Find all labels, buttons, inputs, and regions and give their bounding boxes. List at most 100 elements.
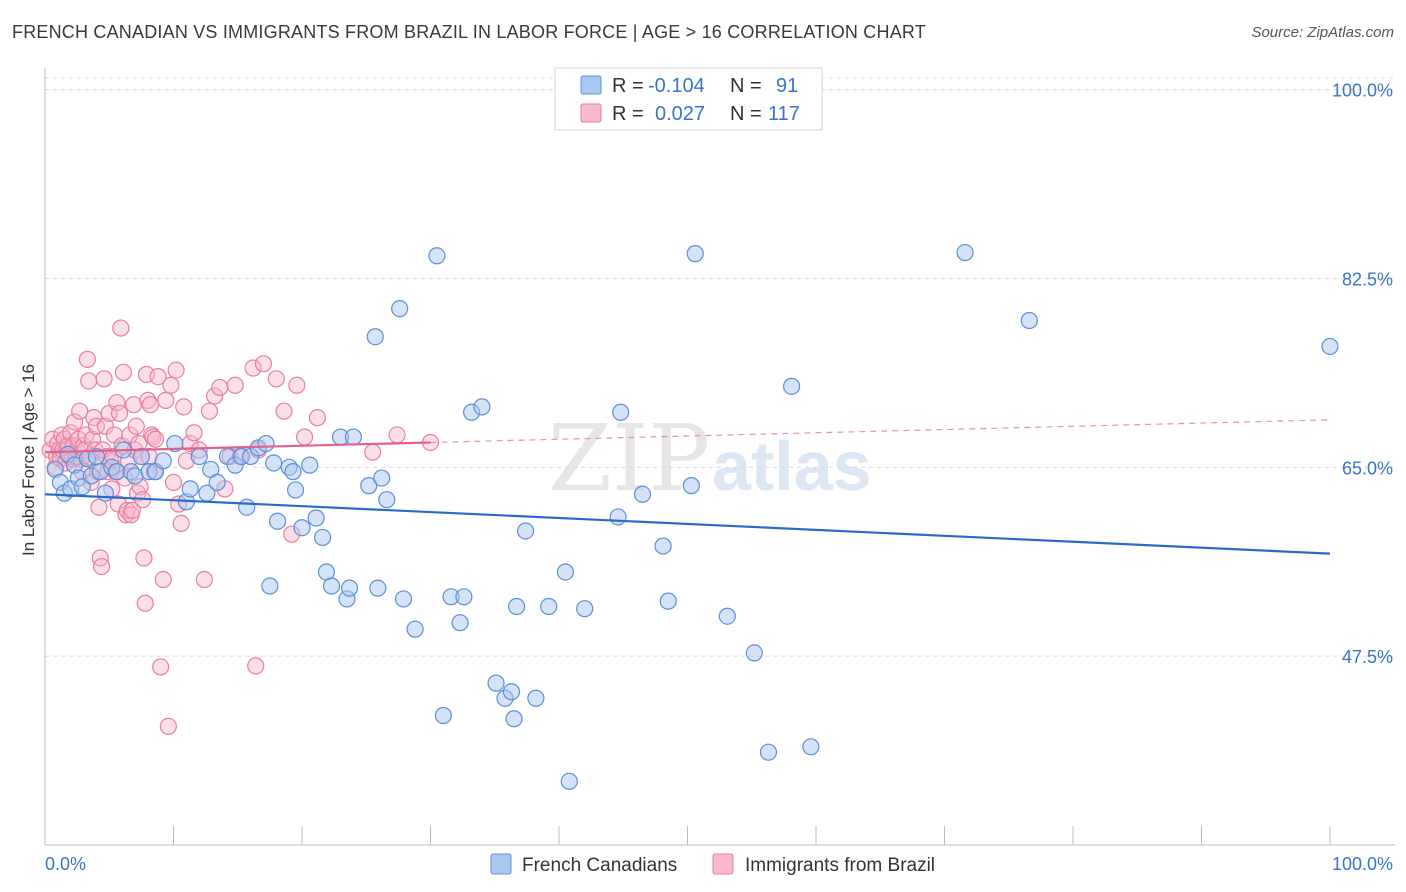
- brazil-point-96: [195, 570, 213, 589]
- brazil-point-34: [87, 417, 106, 435]
- french-canadian-trendline: [44, 493, 1331, 555]
- legend-n-label-1: N =: [730, 75, 762, 97]
- legend-bottom: French Canadians Immigrants from Brazil: [490, 853, 935, 876]
- french-canadian-point-66: [473, 398, 491, 416]
- legend-swatch-blue: [580, 75, 602, 95]
- brazil-point-85: [159, 717, 177, 735]
- brazil-point-91: [175, 398, 193, 416]
- brazil-point-105: [247, 657, 265, 675]
- brazil-point-40: [95, 370, 113, 388]
- brazil-point-50: [108, 393, 126, 412]
- brazil-point-65: [127, 417, 145, 435]
- french-canadian-point-70: [505, 710, 523, 728]
- french-canadian-point-88: [782, 377, 801, 395]
- brazil-point-41: [96, 417, 114, 435]
- legend-r-label-1: R =: [612, 75, 644, 97]
- brazil-point-107: [254, 355, 273, 373]
- brazil-point-21: [71, 402, 89, 420]
- brazil-point-60: [121, 426, 139, 444]
- brazil-point-84: [157, 391, 175, 409]
- chart-title: FRENCH CANADIAN VS IMMIGRANTS FROM BRAZI…: [12, 22, 926, 42]
- legend-bottom-swatch-blue: [490, 853, 512, 875]
- french-canadian-point-91: [1020, 311, 1038, 330]
- brazil-point-109: [275, 402, 293, 420]
- x-tick-label-1: 100.0%: [1332, 854, 1393, 874]
- brazil-point-99: [211, 378, 229, 397]
- french-canadian-point-59: [406, 620, 424, 638]
- french-canadian-point-90: [956, 243, 974, 262]
- legend-top: R = -0.104 N = 91 R = 0.027 N = 117: [554, 67, 823, 131]
- brazil-point-104: [244, 359, 262, 377]
- brazil-point-27: [78, 350, 97, 368]
- french-canadian-point-50: [340, 579, 359, 597]
- y-tick-label-1: 65.0%: [1342, 458, 1393, 478]
- french-canadian-point-54: [369, 579, 387, 597]
- brazil-point-97: [200, 402, 219, 420]
- legend-n-value-1: 91: [776, 75, 798, 97]
- french-canadian-point-24: [181, 480, 199, 498]
- brazil-point-63: [125, 396, 143, 414]
- brazil-point-90: [172, 514, 190, 533]
- french-canadian-point-82: [659, 592, 677, 610]
- french-canadian-point-17: [126, 467, 144, 485]
- french-canadian-point-42: [293, 519, 311, 537]
- french-canadian-point-40: [284, 463, 302, 481]
- french-canadian-point-52: [360, 477, 378, 495]
- brazil-point-94: [185, 424, 203, 442]
- french-canadian-point-41: [286, 481, 305, 499]
- french-canadian-point-80: [633, 485, 652, 503]
- x-tick-label-0: 0.0%: [45, 854, 86, 874]
- y-axis-label: In Labor Force | Age > 16: [19, 364, 38, 556]
- brazil-point-28: [80, 372, 98, 390]
- french-canadian-point-79: [612, 403, 630, 421]
- french-canadian-point-83: [682, 477, 700, 495]
- brazil-point-53: [112, 319, 130, 337]
- brazil-point-37: [91, 549, 109, 567]
- brazil-point-76: [141, 396, 159, 414]
- french-canadian-point-76: [560, 772, 578, 790]
- y-tick-labels: 47.5% 65.0% 82.5% 100.0%: [1332, 81, 1393, 668]
- legend-bottom-swatch-pink: [712, 853, 734, 875]
- brazil-point-83: [154, 570, 172, 589]
- french-canadian-point-45: [313, 528, 332, 547]
- brazil-point-81: [149, 368, 167, 386]
- french-canadian-point-37: [265, 454, 283, 472]
- trend-lines: [44, 419, 1331, 555]
- french-canadian-point-69: [502, 683, 521, 701]
- french-canadian-point-60: [428, 247, 446, 265]
- legend-bottom-label-2: Immigrants from Brazil: [745, 855, 935, 876]
- brazil-point-31: [83, 430, 102, 448]
- y-tick-label-2: 82.5%: [1342, 269, 1393, 289]
- brazil-point-52: [110, 404, 129, 422]
- brazil-point-38: [92, 557, 111, 576]
- legend-n-label-2: N =: [730, 103, 762, 125]
- french-canadian-point-56: [378, 491, 396, 509]
- source-credit: Source: ZipAtlas.com: [1251, 24, 1394, 41]
- brazil-point-86: [162, 376, 180, 394]
- brazil-point-111: [288, 376, 306, 394]
- french-canadian-point-47: [322, 577, 341, 595]
- french-canadian-point-32: [238, 498, 256, 516]
- french-canadian-point-87: [759, 743, 778, 761]
- french-canadian-point-85: [718, 607, 736, 625]
- brazil-point-82: [152, 658, 170, 676]
- french-canadian-point-89: [802, 738, 820, 756]
- french-canadian-point-12: [96, 484, 114, 502]
- french-canadian-point-92: [1321, 337, 1339, 356]
- french-canadian-point-51: [344, 428, 362, 446]
- french-canadian-point-22: [166, 434, 184, 453]
- brazil-trendline: [44, 441, 431, 454]
- french-canadian-point-21: [154, 452, 172, 470]
- french-canadian-point-38: [268, 512, 287, 530]
- brazil-points: [41, 319, 440, 735]
- watermark-atlas: atlas: [712, 427, 872, 505]
- french-canadian-point-71: [507, 597, 526, 616]
- brazil-trendline-extension: [430, 419, 1331, 444]
- y-tick-label-3: 100.0%: [1332, 81, 1393, 101]
- legend-r-label-2: R =: [612, 103, 644, 125]
- french-canadian-point-18: [132, 447, 150, 466]
- legend-r-value-1: -0.104: [648, 75, 705, 97]
- brazil-point-36: [90, 498, 108, 516]
- brazil-point-115: [388, 426, 406, 444]
- y-tick-label-0: 47.5%: [1342, 647, 1393, 667]
